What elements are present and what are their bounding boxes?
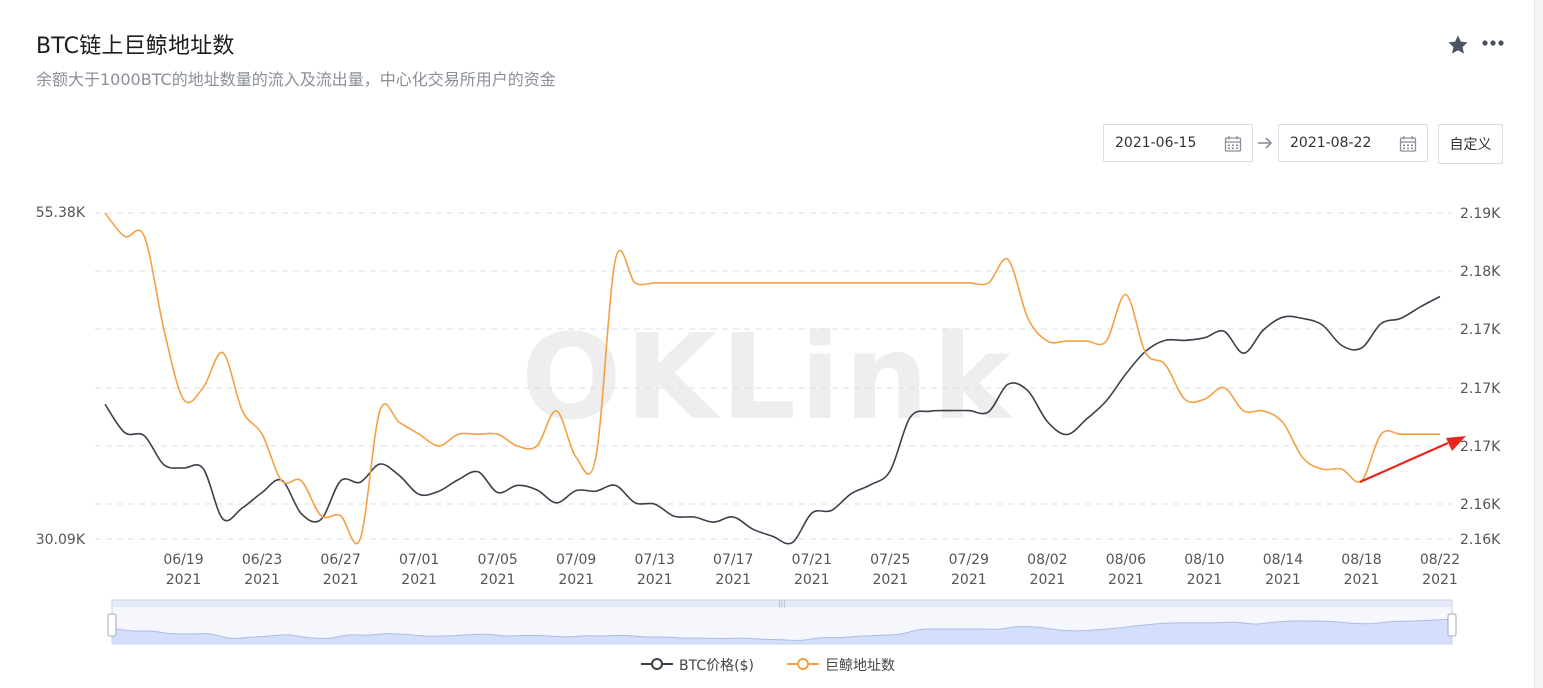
calendar-icon [1399, 136, 1417, 152]
x-tick-date: 06/19 [163, 552, 203, 568]
x-tick-date: 06/27 [320, 552, 360, 568]
page-title: BTC链上巨鲸地址数 [36, 34, 235, 59]
zoom-handle-right[interactable] [1447, 613, 1457, 637]
x-tick-year: 2021 [166, 572, 202, 588]
x-tick-date: 08/02 [1027, 552, 1067, 568]
custom-range-button[interactable]: 自定义 [1438, 124, 1503, 164]
x-tick-year: 2021 [1030, 572, 1066, 588]
x-tick-date: 06/23 [242, 552, 282, 568]
right-axis-tick-label: 2.17K [1460, 381, 1501, 397]
right-axis: 2.19K 2.18K 2.17K 2.17K 2.17K 2.16K 2.16K [1460, 206, 1501, 548]
x-tick-year: 2021 [1344, 572, 1380, 588]
x-tick-date: 07/29 [949, 552, 989, 568]
end-date-picker[interactable]: 2021-08-22 [1278, 124, 1428, 162]
x-tick-year: 2021 [323, 572, 359, 588]
x-tick-year: 2021 [480, 572, 516, 588]
right-axis-tick-label: 2.18K [1460, 264, 1501, 280]
svg-text:|||: ||| [778, 600, 785, 608]
legend-line-whale-icon [787, 658, 819, 670]
x-tick-year: 2021 [1265, 572, 1301, 588]
right-axis-tick-label: 2.16K [1460, 497, 1501, 513]
whale-count-line [104, 212, 1440, 545]
more-dots-icon[interactable] [1480, 32, 1506, 54]
x-tick-date: 08/10 [1184, 552, 1224, 568]
start-date-value: 2021-06-15 [1115, 135, 1197, 151]
x-tick-year: 2021 [872, 572, 908, 588]
right-axis-tick-label: 2.17K [1460, 322, 1501, 338]
x-tick-year: 2021 [794, 572, 830, 588]
x-tick-date: 08/06 [1106, 552, 1146, 568]
right-axis-tick-label: 2.17K [1460, 439, 1501, 455]
x-tick-date: 08/18 [1341, 552, 1381, 568]
watermark-text: OKLink [521, 308, 1015, 446]
x-tick-year: 2021 [1187, 572, 1223, 588]
x-tick-date: 08/22 [1420, 552, 1460, 568]
x-tick-date: 07/25 [870, 552, 910, 568]
x-tick-date: 08/14 [1263, 552, 1303, 568]
x-tick-year: 2021 [401, 572, 437, 588]
legend-line-btc-icon [641, 658, 673, 670]
x-tick-date: 07/21 [792, 552, 832, 568]
x-tick-year: 2021 [951, 572, 987, 588]
x-tick-year: 2021 [1108, 572, 1144, 588]
x-tick-year: 2021 [244, 572, 280, 588]
x-tick-date: 07/05 [477, 552, 517, 568]
legend-label-btc: BTC价格($) [679, 658, 754, 674]
x-tick-date: 07/09 [556, 552, 596, 568]
annotation-arrow [1359, 436, 1466, 484]
btc-price-line [104, 295, 1441, 545]
end-date-value: 2021-08-22 [1290, 135, 1372, 151]
left-axis-min-label: 30.09K [36, 532, 86, 548]
zoom-handle-left[interactable] [107, 613, 117, 637]
x-tick-date: 07/17 [713, 552, 753, 568]
zoom-preview-area [111, 618, 1453, 645]
x-tick-date: 07/01 [399, 552, 439, 568]
x-tick-year: 2021 [558, 572, 594, 588]
right-axis-tick-label: 2.16K [1460, 532, 1501, 548]
x-tick-date: 07/13 [635, 552, 675, 568]
arrow-right-icon [1258, 137, 1273, 149]
left-axis-max-label: 55.38K [36, 205, 86, 221]
x-axis: 06/19 2021 06/23 2021 06/27 2021 07/01 2021 07/0… [163, 552, 1460, 588]
right-axis-tick-label: 2.19K [1460, 206, 1501, 222]
chart-legend: BTC价格($) 巨鲸地址数 [0, 654, 1534, 674]
start-date-picker[interactable]: 2021-06-15 [1103, 124, 1253, 162]
legend-label-whale: 巨鲸地址数 [825, 658, 895, 674]
x-tick-year: 2021 [715, 572, 751, 588]
left-axis: 55.38K 30.09K [36, 205, 86, 548]
calendar-icon [1224, 136, 1242, 152]
x-tick-year: 2021 [637, 572, 673, 588]
zoom-slider[interactable]: ||| [107, 599, 1457, 645]
line-chart: OKLink 55.38K 30.09K 2.19K 2.18K 2.17K 2.17… [36, 205, 1501, 645]
star-icon[interactable] [1446, 33, 1470, 57]
x-tick-year: 2021 [1422, 572, 1458, 588]
page-subtitle: 余额大于1000BTC的地址数量的流入及流出量，中心化交易所用户的资金 [36, 70, 556, 89]
